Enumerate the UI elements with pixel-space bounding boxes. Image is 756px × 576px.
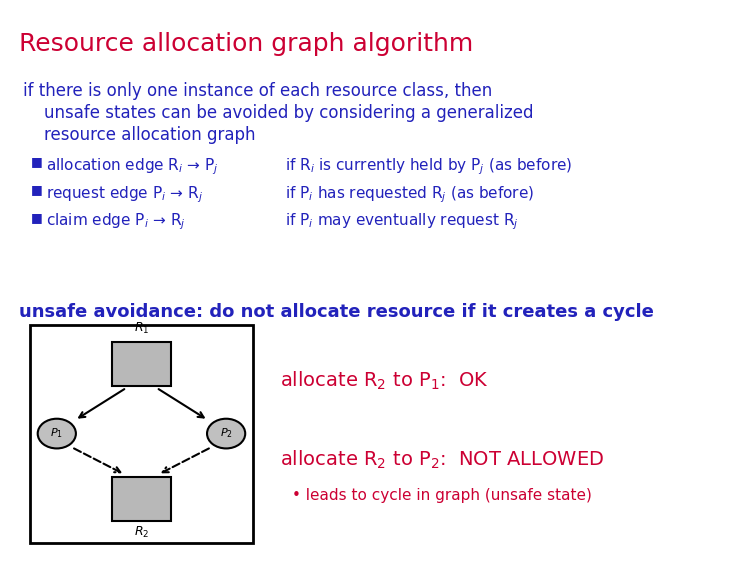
Text: request edge P$_i$ → R$_j$: request edge P$_i$ → R$_j$ (46, 184, 203, 204)
Text: $\blacksquare$: $\blacksquare$ (30, 184, 43, 198)
Bar (30, 325, 253, 543)
Text: $\blacksquare$: $\blacksquare$ (30, 156, 43, 170)
Text: if R$_i$ is currently held by P$_j$ (as before): if R$_i$ is currently held by P$_j$ (as … (285, 156, 572, 177)
Text: $P_1$: $P_1$ (51, 427, 64, 441)
Bar (113, 477, 171, 521)
Text: unsafe avoidance: do not allocate resource if it creates a cycle: unsafe avoidance: do not allocate resour… (19, 303, 654, 321)
Text: allocate R$_2$ to P$_1$:  OK: allocate R$_2$ to P$_1$: OK (280, 369, 489, 392)
Text: $P_2$: $P_2$ (220, 427, 233, 441)
Ellipse shape (38, 419, 76, 449)
Text: if there is only one instance of each resource class, then: if there is only one instance of each re… (23, 82, 492, 100)
Ellipse shape (207, 419, 245, 449)
Text: if P$_i$ may eventually request R$_j$: if P$_i$ may eventually request R$_j$ (285, 212, 519, 232)
Text: claim edge P$_i$ → R$_j$: claim edge P$_i$ → R$_j$ (46, 212, 186, 232)
Text: $R_2$: $R_2$ (134, 525, 149, 540)
Text: allocation edge R$_i$ → P$_j$: allocation edge R$_i$ → P$_j$ (46, 156, 219, 177)
Text: $\blacksquare$: $\blacksquare$ (30, 212, 43, 226)
Text: • leads to cycle in graph (unsafe state): • leads to cycle in graph (unsafe state) (292, 488, 592, 503)
Text: unsafe states can be avoided by considering a generalized: unsafe states can be avoided by consider… (23, 104, 533, 122)
Text: if P$_i$ has requested R$_j$ (as before): if P$_i$ has requested R$_j$ (as before) (285, 184, 534, 204)
Text: $R_1$: $R_1$ (134, 321, 149, 336)
Text: Resource allocation graph algorithm: Resource allocation graph algorithm (19, 32, 473, 56)
Bar (113, 342, 171, 386)
Text: allocate R$_2$ to P$_2$:  NOT ALLOWED: allocate R$_2$ to P$_2$: NOT ALLOWED (280, 449, 604, 471)
Text: resource allocation graph: resource allocation graph (23, 126, 256, 143)
